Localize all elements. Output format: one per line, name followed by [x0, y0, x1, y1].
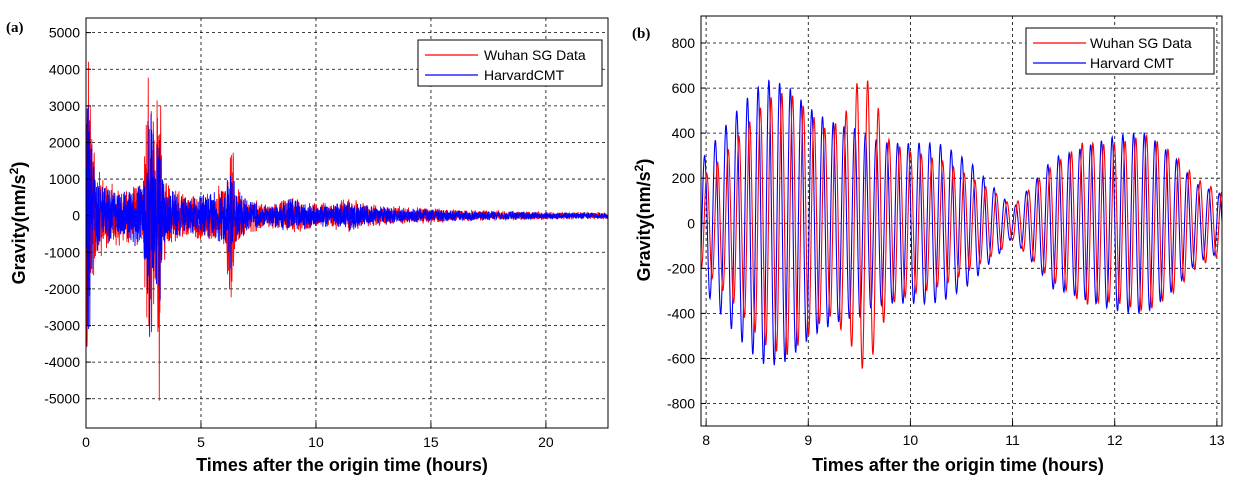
- panel-b-y-ticks: -800 -600 -400 -200 0 200 400 600 800: [667, 35, 706, 411]
- panel-a-series: [86, 61, 608, 401]
- panel-a-xtick-label-4: 20: [538, 434, 554, 450]
- panel-b-series: [701, 79, 1222, 369]
- panel-b-xtick-label-5: 13: [1209, 432, 1225, 448]
- panel-a-ytick-label-2: -3000: [44, 318, 80, 334]
- panel-a-xtick-label-2: 10: [308, 434, 324, 450]
- panel-a-ytick-label-7: 2000: [49, 134, 80, 150]
- panel-a-ytick-label-9: 4000: [49, 61, 80, 77]
- panel-a-ytick-label-10: 5000: [49, 25, 80, 41]
- panel-b-x-axis-label: Times after the origin time (hours): [812, 455, 1104, 475]
- panel-b-ytick-label-7: 600: [672, 80, 696, 96]
- panel-b-legend: Wuhan SG Data Harvard CMT: [1025, 27, 1215, 75]
- panel-b-ytick-label-1: -600: [667, 350, 695, 366]
- panel-a-legend: Wuhan SG Data HarvardCMT: [417, 39, 603, 87]
- panel-b-series-harvard-cmt-line: [701, 79, 1222, 366]
- panel-a-series-harvard-cmt-line: [86, 104, 608, 337]
- panel-a-ytick-label-3: -2000: [44, 281, 80, 297]
- panel-a-xtick-label-1: 5: [197, 434, 205, 450]
- panel-a-legend-cmt: HarvardCMT: [484, 67, 565, 83]
- panel-b-x-ticks: 8 9 10 11 12 13: [702, 421, 1225, 448]
- panel-b-legend-sg: Wuhan SG Data: [1090, 35, 1192, 51]
- panel-b-ytick-label-6: 400: [672, 125, 696, 141]
- panel-b-xtick-label-2: 10: [903, 432, 919, 448]
- panel-b-ytick-label-4: 0: [687, 215, 695, 231]
- panel-a: (a) 0 5 10 15 20 -5000 -4000 -3000 -2000 -1000 0 1…: [6, 17, 609, 475]
- panel-a-label: (a): [6, 20, 24, 36]
- panel-b: (b) 8 9 10 11 12 13 -800 -600 -400 -200 0 200 400 60…: [632, 15, 1225, 475]
- panel-a-ytick-label-1: -4000: [44, 354, 80, 370]
- panel-a-ytick-label-8: 3000: [49, 98, 80, 114]
- panel-a-x-ticks: 0 5 10 15 20: [82, 423, 554, 450]
- panel-a-ytick-label-4: -1000: [44, 244, 80, 260]
- panel-b-axes-frame: [700, 15, 1223, 427]
- panel-b-xtick-label-1: 9: [804, 432, 812, 448]
- panel-b-xtick-label-0: 8: [702, 432, 710, 448]
- panel-a-xtick-label-3: 15: [423, 434, 439, 450]
- panel-b-legend-cmt: Harvard CMT: [1090, 55, 1174, 71]
- panel-a-y-ticks: -5000 -4000 -3000 -2000 -1000 0 1000 2000 3000 40…: [44, 25, 91, 407]
- panel-b-ytick-label-0: -800: [667, 395, 695, 411]
- panel-b-ytick-label-2: -400: [667, 305, 695, 321]
- panel-b-ytick-label-3: -200: [667, 260, 695, 276]
- panel-b-xtick-label-4: 12: [1107, 432, 1123, 448]
- panel-b-xtick-label-3: 11: [1005, 432, 1020, 448]
- panel-a-x-axis-label: Times after the origin time (hours): [196, 455, 488, 475]
- panel-a-legend-sg: Wuhan SG Data: [484, 47, 586, 63]
- panel-b-ytick-label-5: 200: [672, 170, 696, 186]
- panel-a-ytick-label-5: 0: [72, 208, 80, 224]
- panel-a-legend-box: [417, 39, 603, 87]
- panel-b-label: (b): [632, 26, 650, 42]
- panel-a-xtick-label-0: 0: [82, 434, 90, 450]
- panel-a-ytick-label-6: 1000: [49, 171, 80, 187]
- panel-b-ytick-label-8: 800: [672, 35, 696, 51]
- panel-b-series-wuhan-sg-line: [701, 80, 1222, 369]
- panel-b-legend-box: [1025, 27, 1215, 75]
- panel-a-axes-frame: [85, 17, 609, 429]
- panel-b-y-axis-label: Gravity(nm/s2): [632, 159, 654, 282]
- panel-a-ytick-label-0: -5000: [44, 391, 80, 407]
- panel-a-y-axis-label: Gravity(nm/s2): [7, 162, 29, 285]
